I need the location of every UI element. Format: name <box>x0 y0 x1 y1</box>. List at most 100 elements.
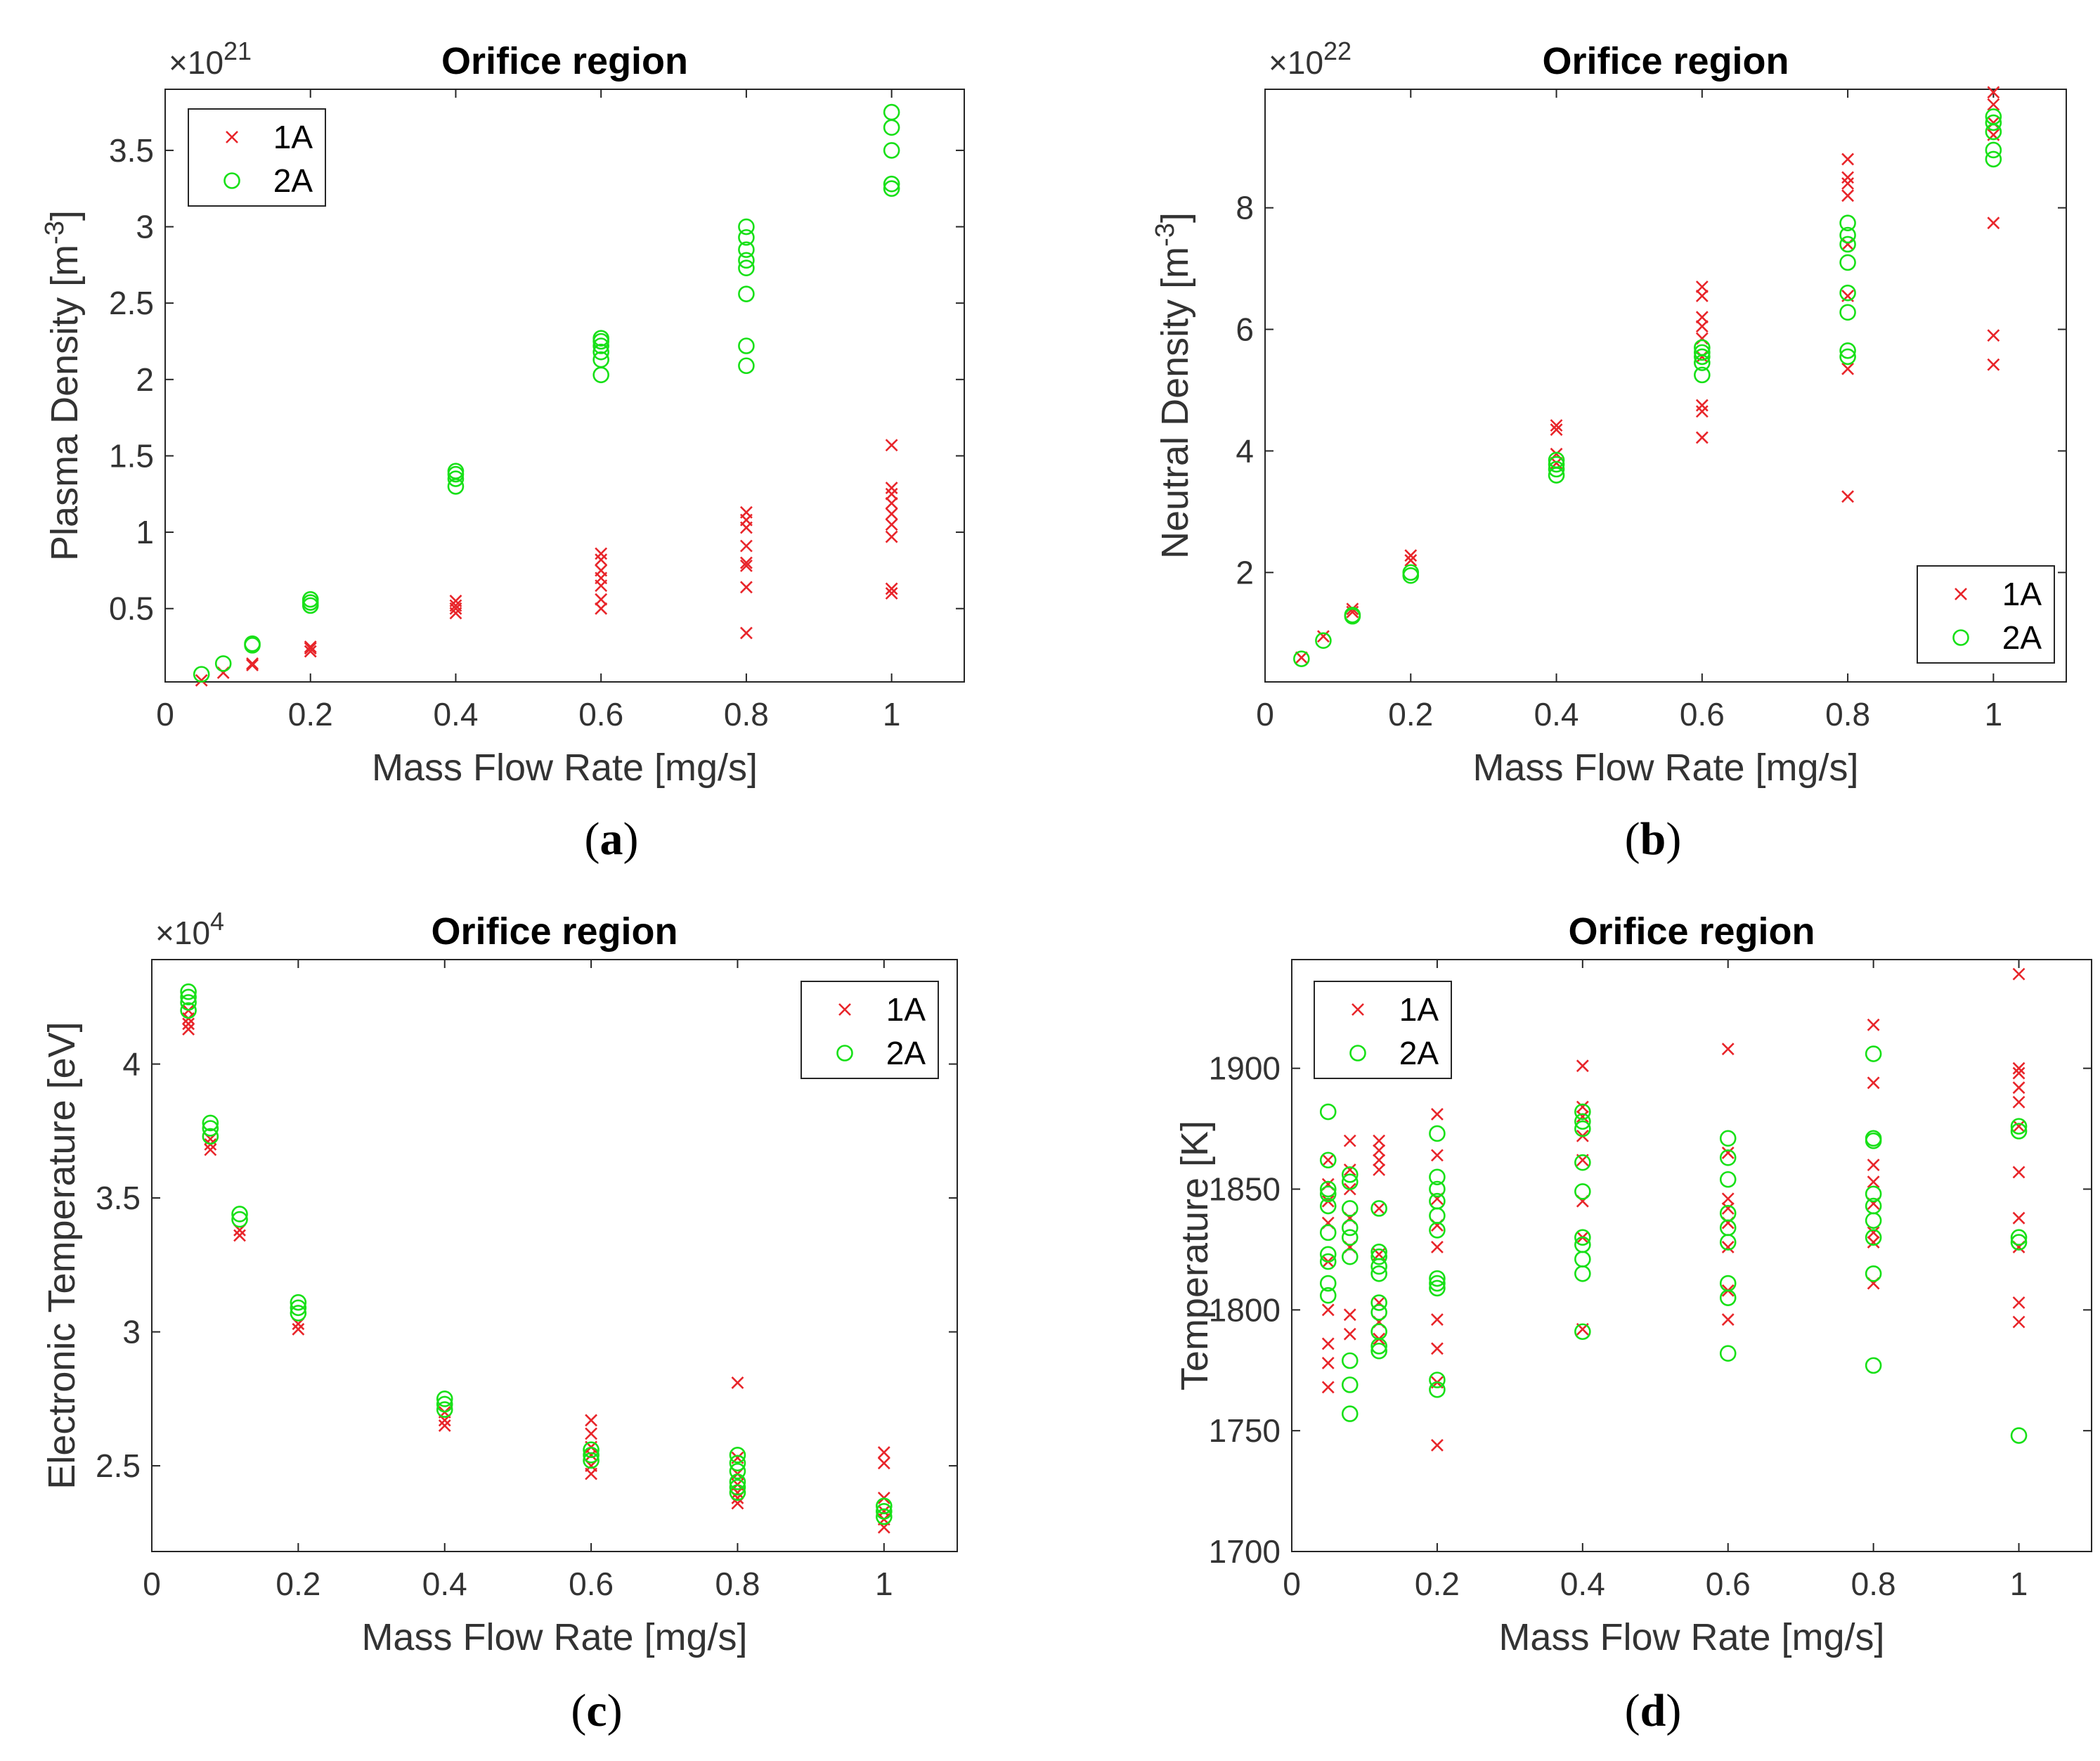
marker-2A-47 <box>1574 1120 1591 1137</box>
marker-2A-60 <box>1865 1265 1882 1282</box>
marker-1A-32 <box>1430 1149 1444 1162</box>
marker-2A-24 <box>1985 141 2002 159</box>
marker-2A-18 <box>1839 284 1856 302</box>
chart-title-b: Orifice region <box>1542 40 1789 82</box>
marker-1A-25 <box>739 505 753 519</box>
marker-1A-29 <box>885 518 898 531</box>
marker-2A-6 <box>302 591 319 608</box>
marker-1A-20 <box>1841 362 1855 375</box>
xtick-label-d: 1 <box>2010 1566 2028 1602</box>
marker-2A-14 <box>1341 1229 1359 1246</box>
marker-1A-46 <box>1721 1202 1735 1215</box>
marker-legend-2A-0 <box>1952 629 1969 646</box>
marker-2A-24 <box>738 218 755 236</box>
marker-2A-6 <box>202 1114 219 1132</box>
legend-label-1A: 1A <box>1399 991 1439 1028</box>
marker-1A-28 <box>1987 329 2000 342</box>
ytick-label-a: 0.5 <box>109 591 154 627</box>
marker-1A-23 <box>1841 189 1855 202</box>
series-b-1A <box>1295 86 2000 664</box>
marker-1A-25 <box>1430 1438 1444 1452</box>
marker-2A-10 <box>290 1299 307 1317</box>
marker-2A-28 <box>1370 1200 1387 1217</box>
xtick-label-a: 0.8 <box>724 696 769 733</box>
panel-caption-a: (a) <box>585 813 639 865</box>
marker-1A-4 <box>304 645 317 658</box>
marker-1A-22 <box>1373 1154 1386 1167</box>
marker-1A-1 <box>182 1017 195 1031</box>
legend-label-1A: 1A <box>886 991 926 1028</box>
marker-2A-48 <box>1574 1113 1591 1130</box>
marker-1A-6 <box>304 640 317 653</box>
marker-1A-11 <box>595 602 608 615</box>
ytick-label-a: 2.5 <box>109 285 154 321</box>
xtick-label-a: 0 <box>156 696 174 733</box>
marker-2A-58 <box>1719 1130 1737 1147</box>
ytick-label-c: 4 <box>122 1046 141 1083</box>
marker-2A-24 <box>876 1508 893 1525</box>
marker-1A-29 <box>877 1504 890 1518</box>
marker-1A-19 <box>739 581 753 594</box>
marker-1A-17 <box>595 547 608 560</box>
marker-2A-19 <box>1370 1342 1387 1360</box>
marker-1A-26 <box>1841 153 1855 166</box>
panel-caption-c: (c) <box>571 1685 622 1736</box>
ytick-label-c: 3 <box>122 1314 141 1350</box>
marker-2A-21 <box>729 1462 746 1480</box>
marker-1A-20 <box>739 559 753 572</box>
marker-2A-43 <box>1574 1236 1591 1253</box>
ytick-label-b: 8 <box>1236 190 1254 226</box>
marker-2A-22 <box>1839 214 1856 232</box>
marker-2A-19 <box>1839 254 1856 271</box>
marker-2A-29 <box>1429 1381 1446 1398</box>
marker-2A-21 <box>1370 1323 1387 1341</box>
marker-1A-58 <box>2012 1315 2026 1329</box>
marker-legend-1A-0 <box>838 1003 851 1016</box>
marker-2A-0 <box>1293 650 1310 667</box>
xtick-label-a: 0.6 <box>578 696 623 733</box>
marker-2A-23 <box>1370 1294 1387 1311</box>
marker-2A-27 <box>1370 1244 1387 1260</box>
marker-2A-11 <box>290 1294 307 1311</box>
marker-legend-1A-0 <box>1352 1003 1364 1016</box>
marker-1A-31 <box>877 1457 890 1470</box>
marker-1A-48 <box>1721 1147 1735 1159</box>
x-axis-label-a: Mass Flow Rate [mg/s] <box>372 747 758 789</box>
marker-2A-20 <box>738 259 755 277</box>
marker-2A-63 <box>1865 1197 1882 1215</box>
xtick-label-b: 0 <box>1256 696 1274 733</box>
marker-2A-0 <box>193 666 210 683</box>
chart-panel-d: 0 0.2 0.4 0.6 0.8 1 1700 1750 1800 1850 1900 Orific… <box>1174 910 2092 1658</box>
marker-2A-18 <box>1341 1166 1359 1183</box>
marker-1A-15 <box>1343 1134 1356 1147</box>
marker-1A-4 <box>204 1143 217 1156</box>
ytick-label-d: 1850 <box>1209 1170 1281 1207</box>
marker-1A-9 <box>1343 1327 1356 1341</box>
marker-2A-1 <box>214 655 232 672</box>
marker-2A-57 <box>1719 1149 1737 1166</box>
marker-1A-63 <box>2012 1120 2026 1133</box>
marker-1A-10 <box>1695 431 1709 444</box>
marker-2A-5 <box>1319 1197 1337 1215</box>
marker-2A-17 <box>583 1441 599 1459</box>
marker-2A-49 <box>1574 1103 1591 1121</box>
y-axis-label-d: Temperature [K] <box>1174 1121 1216 1391</box>
marker-2A-20 <box>729 1473 746 1490</box>
marker-1A-52 <box>1867 1226 1880 1239</box>
marker-2A-23 <box>729 1447 746 1464</box>
marker-2A-50 <box>1719 1345 1737 1362</box>
series-d-2A <box>1319 1045 2028 1444</box>
marker-2A-64 <box>1865 1185 1882 1203</box>
marker-1A-24 <box>1373 1134 1386 1147</box>
marker-2A-16 <box>583 1447 599 1464</box>
xtick-label-b: 0.6 <box>1680 696 1725 733</box>
marker-1A-9 <box>449 599 462 612</box>
marker-2A-5 <box>202 1120 219 1137</box>
xtick-label-d: 0 <box>1283 1566 1301 1602</box>
marker-2A-15 <box>1341 1219 1359 1237</box>
axis-multiplier-a: ×1021 <box>169 37 252 81</box>
xtick-label-d: 0.8 <box>1851 1566 1896 1602</box>
xtick-label-c: 0.8 <box>715 1566 760 1602</box>
ytick-label-d: 1900 <box>1209 1050 1281 1087</box>
